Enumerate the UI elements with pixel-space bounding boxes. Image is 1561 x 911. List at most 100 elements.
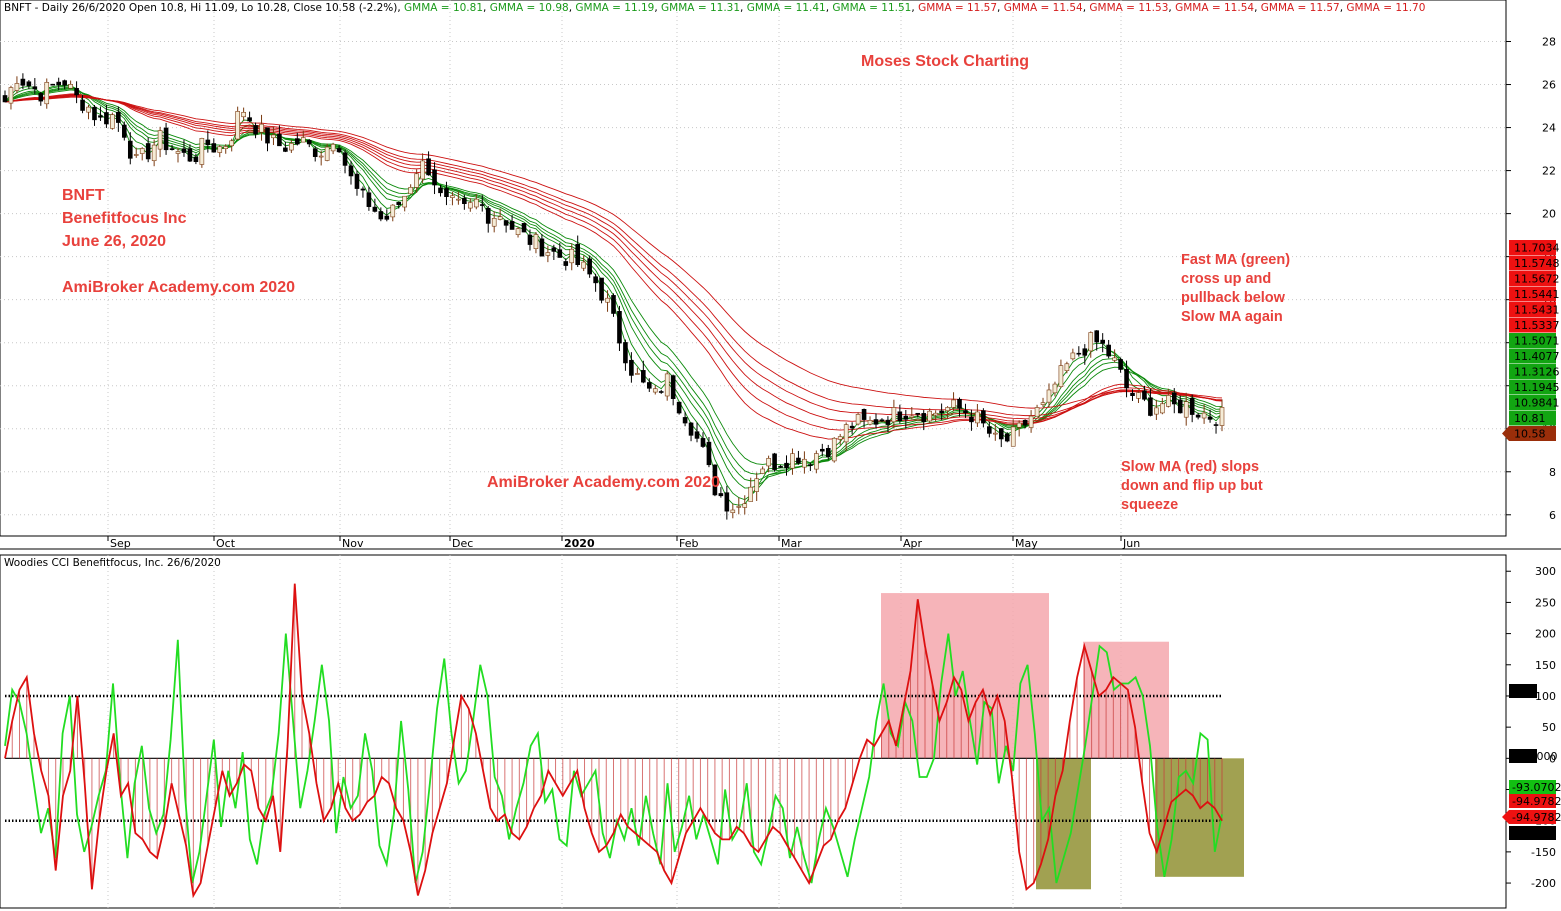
- candle-body: [1082, 348, 1088, 356]
- candle-body: [277, 133, 282, 147]
- candle-body: [593, 276, 598, 284]
- candle-body: [1022, 420, 1028, 426]
- value-tag-text: 11.5071: [1514, 335, 1560, 348]
- candle-body: [265, 127, 270, 144]
- date-axis-label: Nov: [342, 537, 364, 550]
- candle-body: [426, 158, 431, 176]
- candle-body: [539, 238, 545, 257]
- candle-body: [205, 139, 211, 146]
- cci-tag-bg: [1509, 780, 1556, 794]
- candle-body: [939, 410, 944, 414]
- value-tag-text: 10.9841: [1514, 397, 1560, 410]
- value-tag-text: 11.3126: [1514, 366, 1560, 379]
- candle-body: [438, 187, 443, 194]
- candle-body: [86, 106, 91, 113]
- cci-tag-bg: [1509, 749, 1537, 763]
- candle-body: [139, 148, 145, 154]
- slow-gmma-line: [4, 95, 1223, 417]
- candle-body: [766, 458, 771, 467]
- candle-body: [32, 86, 38, 90]
- header-gmma-value: GMMA = 11.54: [1175, 2, 1254, 14]
- price-axis-label: 6: [1549, 509, 1556, 522]
- candle-body: [1040, 402, 1046, 405]
- candle-body: [957, 398, 962, 409]
- candle-body: [1207, 416, 1213, 420]
- candle-body: [515, 228, 521, 235]
- candle-body: [1118, 359, 1123, 370]
- candle-body: [169, 148, 175, 150]
- candle-body: [1052, 383, 1058, 394]
- candle-body: [796, 457, 801, 464]
- candle-body: [157, 130, 163, 150]
- candle-body: [181, 148, 187, 153]
- candle-body: [295, 138, 300, 145]
- candle-body: [545, 252, 551, 256]
- candle-body: [1148, 397, 1153, 416]
- cci-series: [4, 583, 1223, 899]
- candle-body: [306, 140, 312, 145]
- value-tag-text: 11.5748: [1514, 257, 1560, 270]
- axes: 6810121416182022242628-200-150-100-50050…: [107, 36, 1556, 890]
- fast-ma-line-3: pullback below: [1181, 290, 1286, 306]
- slow-gmma-line: [4, 94, 1223, 431]
- header-separator: ,: [997, 2, 1004, 14]
- candle-body: [8, 87, 14, 104]
- fast-ma-line-2: cross up and: [1181, 271, 1271, 287]
- candle-body: [981, 410, 986, 424]
- candle-body: [372, 206, 378, 212]
- bearish-zone-box: [1083, 641, 1169, 759]
- slow-gmma-line: [4, 96, 1223, 409]
- candle-body: [563, 261, 569, 266]
- cci-axis-label: 50: [1542, 721, 1556, 734]
- candle-body: [825, 448, 831, 458]
- candle-body: [903, 415, 909, 420]
- value-tag-bg: [1509, 271, 1556, 286]
- candle-body: [885, 419, 891, 425]
- cci-slow-line: [4, 583, 1223, 899]
- value-tag-text: 11.1945: [1514, 381, 1560, 394]
- candle-body: [354, 173, 360, 189]
- candle-body: [92, 106, 97, 121]
- candle-body: [68, 84, 73, 89]
- price-axis-label: 24: [1542, 122, 1556, 135]
- value-tag-text: 11.4077: [1514, 350, 1560, 363]
- price-header: BNFT - Daily 26/6/2020 Open 10.8, Hi 11.…: [4, 2, 1425, 14]
- candle-body: [1046, 389, 1052, 403]
- candle-body: [533, 234, 539, 249]
- candle-body: [855, 414, 861, 425]
- candle-body: [1064, 363, 1070, 371]
- candle-body: [1130, 392, 1135, 396]
- candle-body: [80, 99, 85, 111]
- candle-body: [1201, 412, 1207, 419]
- candle-body: [342, 152, 348, 166]
- fast-ma-line-1: Fast MA (green): [1181, 252, 1290, 268]
- candle-body: [635, 373, 640, 375]
- candle-body: [193, 156, 199, 163]
- date-axis-label: 2020: [564, 537, 595, 550]
- date-axis-label: Jun: [1122, 537, 1140, 550]
- candle-body: [1016, 422, 1022, 428]
- header-gmma-value: GMMA = 11.57: [918, 2, 997, 14]
- candle-body: [646, 382, 652, 389]
- header-separator: ,: [1168, 2, 1175, 14]
- candle-body: [909, 415, 915, 418]
- bullish-zone-box: [1036, 758, 1091, 890]
- candle-body: [778, 466, 783, 468]
- value-tag-text: 11.5441: [1514, 288, 1560, 301]
- candle-body: [1154, 407, 1159, 415]
- candle-body: [617, 311, 622, 344]
- highlight-boxes: [881, 593, 1244, 890]
- candle-body: [491, 218, 497, 227]
- candle-body: [1034, 407, 1040, 417]
- candle-body: [133, 154, 139, 156]
- candle-body: [1142, 390, 1147, 400]
- candle-body: [98, 115, 103, 118]
- value-tag-bg: [1509, 410, 1556, 426]
- candle-body: [1124, 369, 1129, 389]
- candle-body: [987, 426, 992, 434]
- candle-body: [324, 146, 330, 161]
- ticker-annotation: BNFT: [62, 187, 105, 204]
- value-tag-bg: [1509, 364, 1556, 379]
- value-tag-bg: [1509, 317, 1556, 333]
- candle-body: [390, 204, 396, 218]
